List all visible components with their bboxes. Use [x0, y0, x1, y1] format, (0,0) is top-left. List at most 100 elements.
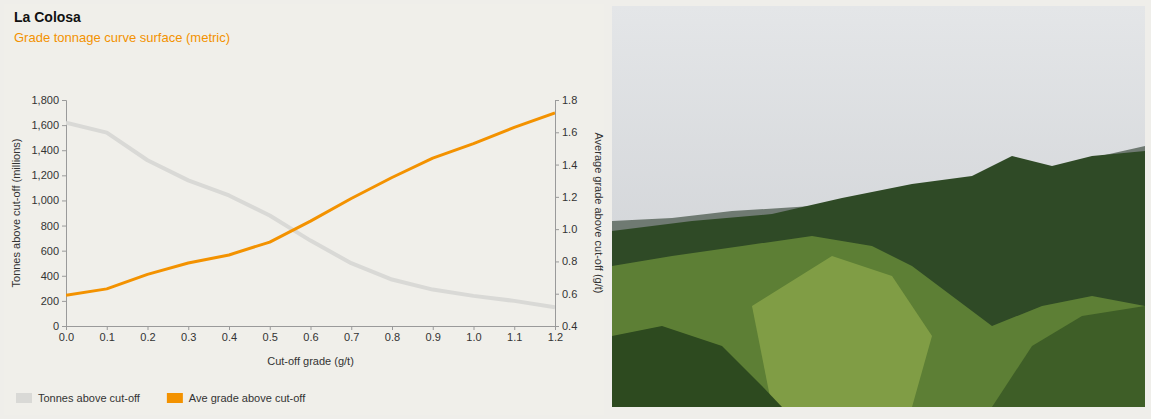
photo-ridge	[612, 151, 1145, 407]
x-axis-tick-label: 0.5	[263, 331, 278, 343]
y-axis-tick-mark	[62, 226, 66, 227]
x-axis-tick-mark	[474, 326, 475, 330]
x-axis-tick-label: 0.1	[100, 331, 115, 343]
y-axis-tick-label: 400	[41, 270, 59, 282]
y-axis-tick-label: 0	[53, 320, 59, 332]
y-axis-tick-mark	[62, 125, 66, 126]
x-axis-tick-label: 1.1	[507, 331, 522, 343]
y-axis: 02004006008001,0001,2001,4001,6001,800	[31, 94, 66, 332]
x-axis-tick: 0.7	[344, 326, 359, 343]
x-axis-tick-mark	[351, 326, 352, 330]
x-axis-tick: 1.1	[507, 326, 522, 343]
x-axis-tick: 0.5	[263, 326, 278, 343]
y2-axis-tick-mark	[555, 261, 559, 262]
x-axis-tick-label: 0.8	[385, 331, 400, 343]
y2-axis-tick-label: 0.4	[562, 320, 577, 332]
x-axis-tick-mark	[188, 326, 189, 330]
y-axis-tick-label: 800	[41, 220, 59, 232]
x-axis-tick-label: 1.0	[466, 331, 481, 343]
y2-axis-tick: 0.8	[555, 255, 577, 267]
y2-axis-line	[556, 101, 560, 327]
y2-axis-tick-mark	[555, 229, 559, 230]
x-axis-tick-mark	[392, 326, 393, 330]
photo-slope	[612, 236, 1145, 407]
x-axis-tick-label: 0.4	[222, 331, 237, 343]
y-axis-tick-mark	[62, 276, 66, 277]
y-axis-line	[62, 101, 67, 327]
y2-axis-tick-label: 0.8	[562, 255, 577, 267]
x-axis-tick: 1.0	[466, 326, 481, 343]
y2-axis-tick-label: 1.2	[562, 191, 577, 203]
y2-axis: 0.4 0.6 0.8 1.0 1.2 1.4 1.6 1.8	[555, 94, 577, 332]
y2-axis-tick: 1.0	[555, 223, 577, 235]
y-axis-tick-mark	[62, 200, 66, 201]
y2-axis-tick-mark	[555, 294, 559, 295]
y-axis-tick: 1,000	[31, 194, 66, 206]
y2-axis-title: Average grade above cut-off (g/t)	[593, 132, 605, 293]
y-axis-tick-label: 1,200	[31, 169, 59, 181]
title: La Colosa	[14, 9, 81, 25]
y2-axis-tick-label: 1.0	[562, 223, 577, 235]
y2-axis-tick: 1.2	[555, 191, 577, 203]
x-axis-tick-mark	[229, 326, 230, 330]
y-axis-tick-label: 1,600	[31, 119, 59, 131]
y-axis-tick-mark	[62, 150, 66, 151]
x-axis-tick-mark	[514, 326, 515, 330]
y-axis-title: Tonnes above cut-off (millions)	[10, 139, 22, 288]
photo	[612, 6, 1145, 407]
x-axis-tick: 0.9	[426, 326, 441, 343]
x-axis-tick-mark	[148, 326, 149, 330]
series-line	[66, 113, 555, 295]
x-axis-line	[67, 327, 556, 331]
x-axis-tick-mark	[311, 326, 312, 330]
legend-label: Ave grade above cut-off	[189, 392, 306, 404]
y2-axis-tick: 1.4	[555, 159, 577, 171]
subtitle: Grade tonnage curve surface (metric)	[14, 30, 230, 45]
x-axis-tick-label: 0.2	[140, 331, 155, 343]
y-axis-tick-label: 1,000	[31, 194, 59, 206]
plot-area	[66, 113, 555, 307]
x-axis-tick-mark	[107, 326, 108, 330]
y-axis-tick: 200	[41, 295, 66, 307]
y2-axis-tick: 1.6	[555, 126, 577, 138]
y-axis-tick-mark	[62, 175, 66, 176]
y-axis-tick-label: 200	[41, 295, 59, 307]
x-axis-tick-mark	[433, 326, 434, 330]
y2-axis-tick-mark	[555, 165, 559, 166]
legend-swatch	[16, 393, 32, 403]
y-axis-tick: 1,600	[31, 119, 66, 131]
y2-axis-tick-mark	[555, 132, 559, 133]
y2-axis-tick-mark	[555, 326, 559, 327]
legend-item: Ave grade above cut-off	[167, 392, 306, 404]
x-axis-tick-label: 0.7	[344, 331, 359, 343]
x-axis-tick-label: 0.6	[303, 331, 318, 343]
y2-axis-tick-mark	[555, 100, 559, 101]
x-axis-tick: 0.3	[181, 326, 196, 343]
x-axis-tick: 0.0	[59, 326, 74, 343]
legend-label: Tonnes above cut-off	[38, 392, 141, 404]
y-axis-tick: 400	[41, 270, 66, 282]
x-axis-title: Cut-off grade (g/t)	[267, 355, 354, 367]
canvas: La Colosa Grade tonnage curve surface (me…	[0, 0, 1151, 419]
x-axis-tick-label: 0.0	[59, 331, 74, 343]
legend: Tonnes above cut-off Ave grade above cut-…	[16, 392, 306, 404]
x-axis-tick-label: 1.2	[548, 331, 563, 343]
series-line	[66, 123, 555, 308]
y-axis-tick: 600	[41, 245, 66, 257]
legend-item: Tonnes above cut-off	[16, 392, 141, 404]
photo-sky	[612, 6, 1145, 407]
x-axis-tick-mark	[270, 326, 271, 330]
y2-axis-tick-label: 1.6	[562, 126, 577, 138]
y2-axis-tick-label: 1.4	[562, 159, 577, 171]
y-axis-tick-mark	[62, 326, 66, 327]
x-axis-tick: 0.8	[385, 326, 400, 343]
y-axis-tick-label: 1,400	[31, 144, 59, 156]
y2-axis-tick: 1.8	[555, 94, 577, 106]
y-axis-tick-mark	[62, 251, 66, 252]
panel-background	[4, 4, 604, 415]
x-axis-tick-label: 0.9	[426, 331, 441, 343]
y2-axis-tick-label: 0.6	[562, 288, 577, 300]
y-axis-tick: 1,200	[31, 169, 66, 181]
photo-foreground-right	[992, 306, 1145, 407]
x-axis-tick-label: 0.3	[181, 331, 196, 343]
